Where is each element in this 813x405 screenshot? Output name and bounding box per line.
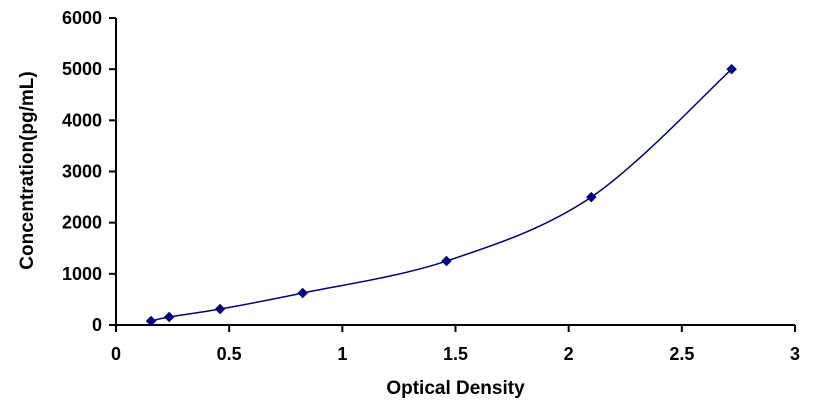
y-tick-label: 5000: [62, 59, 102, 79]
data-point-marker: [585, 191, 597, 203]
x-tick-label: 1.5: [443, 344, 468, 364]
x-tick-label: 2.5: [669, 344, 694, 364]
x-tick-label: 3: [790, 344, 800, 364]
y-tick-label: 1000: [62, 264, 102, 284]
x-tick-label: 1: [337, 344, 347, 364]
y-axis-ticks: 0 1000 2000 3000 4000 5000 6000: [62, 8, 116, 335]
x-tick-label: 2: [564, 344, 574, 364]
data-point-marker: [726, 63, 737, 75]
data-point-marker: [163, 311, 175, 323]
y-tick-label: 3000: [62, 162, 102, 182]
y-axis-title: Concentration(pg/mL): [17, 71, 38, 269]
y-tick-label: 4000: [62, 110, 102, 130]
x-tick-label: 0.5: [217, 344, 242, 364]
plot-area: 0 1000 2000 3000 4000 5000 6000 0 0.5 1 1.5 2 2.5 3: [62, 8, 800, 364]
data-points: [145, 63, 737, 327]
x-axis-title: Optical Density: [386, 378, 525, 399]
data-point-marker: [441, 255, 452, 267]
fit-curve: [150, 68, 733, 322]
data-point-marker: [297, 287, 309, 299]
y-tick-label: 6000: [62, 8, 102, 28]
data-point-marker: [145, 315, 157, 327]
x-tick-label: 0: [111, 344, 121, 364]
x-axis-ticks: 0 0.5 1 1.5 2 2.5 3: [111, 325, 800, 364]
y-tick-label: 2000: [62, 213, 102, 233]
y-tick-label: 0: [92, 315, 102, 335]
data-point-marker: [214, 303, 226, 315]
